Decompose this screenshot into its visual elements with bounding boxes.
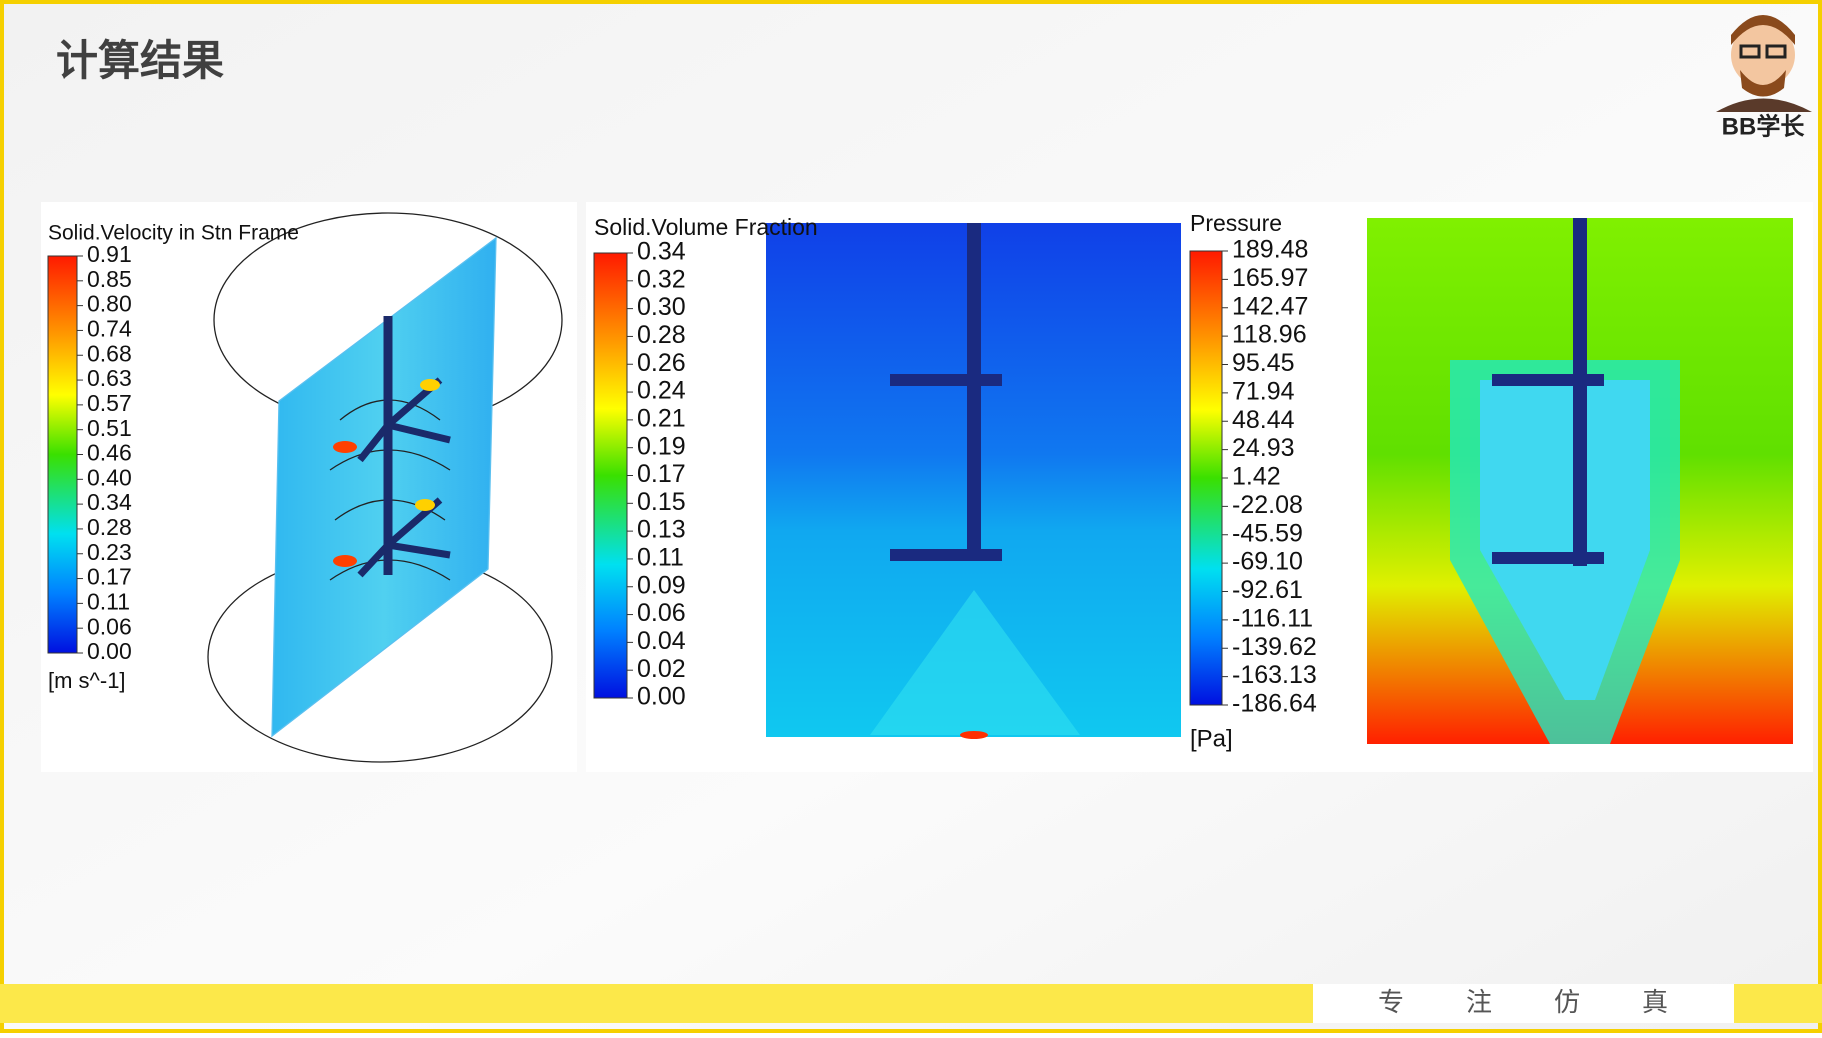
legend-label: 24.93: [1232, 434, 1295, 462]
legend-label: 0.11: [87, 588, 130, 614]
legend-label: 0.00: [87, 638, 132, 664]
legend-label: 118.96: [1232, 321, 1307, 349]
legend-label: -45.59: [1232, 519, 1303, 547]
legend-label: 0.06: [87, 613, 132, 639]
legend-label: 0.85: [87, 266, 132, 292]
legend-label: 0.30: [637, 293, 686, 321]
pressure-render: [1367, 218, 1793, 744]
legend-label: -22.08: [1232, 491, 1303, 519]
legend-label: -186.64: [1232, 690, 1317, 718]
legend-label: 142.47: [1232, 292, 1308, 320]
legend-label: 0.23: [87, 539, 132, 565]
footer-char: 真: [1642, 988, 1668, 1018]
legend-label: -139.62: [1232, 633, 1317, 661]
slide-title: 计算结果: [56, 37, 224, 84]
legend-label: 165.97: [1232, 264, 1308, 292]
logo-text: BB学长: [1722, 112, 1806, 140]
legend-label: 0.04: [637, 627, 686, 655]
legend-unit: [Pa]: [1190, 725, 1233, 752]
legend-label: 0.19: [637, 432, 686, 460]
legend-title: Solid.Volume Fraction: [594, 214, 818, 240]
legend-label: 0.13: [637, 516, 686, 544]
legend-label: 0.51: [87, 415, 132, 441]
legend-label: 0.28: [87, 514, 132, 540]
legend-label: 0.09: [637, 571, 686, 599]
colorbar: [1189, 250, 1223, 706]
legend-title: Pressure: [1190, 210, 1282, 236]
legend-label: 0.74: [87, 316, 132, 342]
logo: BB学长: [1716, 15, 1812, 140]
legend-label: 0.17: [87, 564, 132, 590]
colorbar: [593, 252, 628, 699]
legend-label: 0.34: [87, 489, 132, 515]
legend-label: 0.24: [637, 377, 686, 405]
legend-label: 48.44: [1232, 406, 1295, 434]
fraction-render: [766, 223, 1181, 739]
colorbar: [47, 255, 78, 654]
legend-label: 0.80: [87, 291, 132, 317]
legend-label: 0.57: [87, 390, 132, 416]
legend-label: 0.02: [637, 655, 686, 683]
legend-label: 0.06: [637, 599, 686, 627]
legend-label: 0.40: [87, 464, 132, 490]
legend-label: 0.00: [637, 683, 686, 711]
legend-label: 0.91: [87, 241, 132, 267]
legend-title: Solid.Velocity in Stn Frame: [48, 222, 299, 245]
legend-label: 0.21: [637, 404, 686, 432]
velocity-render: [207, 212, 563, 763]
legend-label: 0.17: [637, 460, 686, 488]
legend-label: 95.45: [1232, 349, 1295, 377]
footer-char: 专: [1378, 988, 1404, 1018]
legend-label: 189.48: [1232, 236, 1308, 264]
legend-label: 0.63: [87, 365, 132, 391]
legend-label: 0.34: [637, 238, 686, 266]
legend-unit: [m s^-1]: [48, 668, 126, 693]
legend-label: 0.26: [637, 349, 686, 377]
legend-label: 1.42: [1232, 463, 1281, 491]
legend-label: 0.68: [87, 340, 132, 366]
legend-label: 0.32: [637, 265, 686, 293]
footer-box: [1313, 984, 1734, 1023]
legend-label: 0.46: [87, 440, 132, 466]
legend-label: 71.94: [1232, 377, 1295, 405]
footer-char: 仿: [1554, 988, 1580, 1018]
legend-label: 0.28: [637, 321, 686, 349]
legend-label: 0.15: [637, 488, 686, 516]
legend-label: -92.61: [1232, 576, 1303, 604]
legend-label: -163.13: [1232, 661, 1317, 689]
legend-label: -116.11: [1232, 604, 1313, 632]
footer-char: 注: [1466, 988, 1492, 1018]
legend-label: -69.10: [1232, 548, 1303, 576]
legend-label: 0.11: [637, 544, 684, 572]
